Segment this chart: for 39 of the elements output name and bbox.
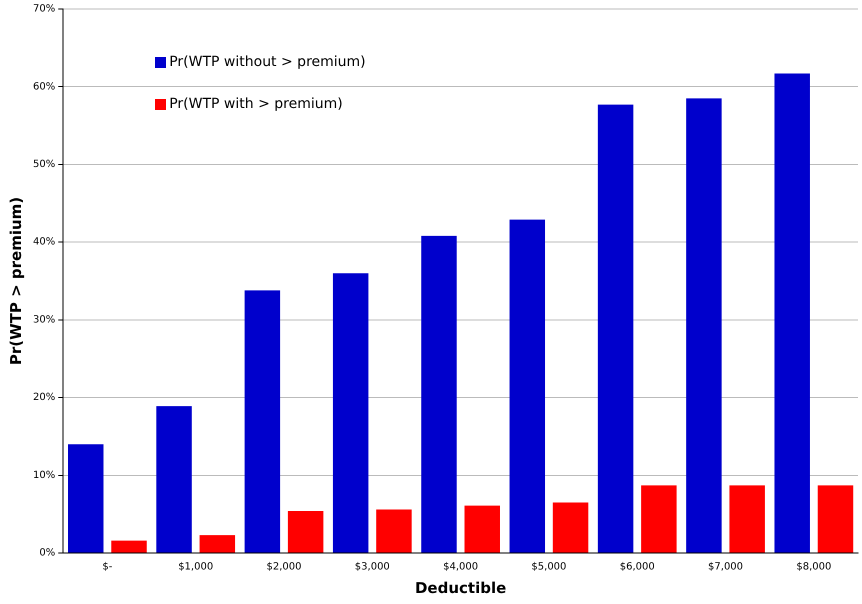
bar — [332, 273, 368, 552]
y-tick-label: 50% — [32, 159, 56, 170]
bar — [288, 511, 324, 552]
x-tick-label: $5,000 — [531, 562, 566, 573]
bar — [774, 74, 810, 552]
legend-label: Pr(WTP without > premium) — [169, 54, 366, 70]
x-tick-label: $1,000 — [178, 562, 214, 573]
y-tick-label: 0% — [39, 548, 56, 559]
y-tick-label: 60% — [32, 81, 56, 92]
x-tick-label: $7,000 — [708, 562, 744, 573]
x-axis-title: Deductible — [414, 578, 506, 597]
y-tick-label: 40% — [32, 236, 56, 248]
y-tick-label: 30% — [32, 314, 56, 326]
bar — [729, 485, 765, 552]
bar — [244, 290, 280, 552]
y-tick-label: 10% — [32, 470, 56, 481]
x-tick-label: $- — [102, 562, 113, 573]
bar — [510, 220, 546, 552]
x-tick-label: $3,000 — [354, 562, 390, 573]
bar — [421, 236, 457, 552]
bar — [552, 502, 588, 552]
x-tick-label: $2,000 — [266, 562, 302, 573]
bar — [686, 98, 722, 552]
legend-label: Pr(WTP with > premium) — [169, 96, 343, 112]
bar — [111, 540, 147, 552]
bar — [68, 444, 104, 552]
bar — [376, 509, 412, 552]
x-tick-label: $4,000 — [443, 562, 478, 573]
x-tick-label: $6,000 — [620, 562, 655, 573]
bar — [464, 506, 500, 552]
x-tick-label: $8,000 — [796, 562, 832, 573]
y-tick-label: 20% — [32, 392, 56, 404]
y-axis-title: Pr(WTP > premium) — [6, 196, 25, 366]
bar — [200, 535, 236, 552]
bar — [156, 406, 192, 552]
y-tick-label: 70% — [32, 4, 56, 15]
bar — [818, 485, 854, 552]
bar — [598, 104, 634, 552]
bar — [641, 485, 677, 552]
